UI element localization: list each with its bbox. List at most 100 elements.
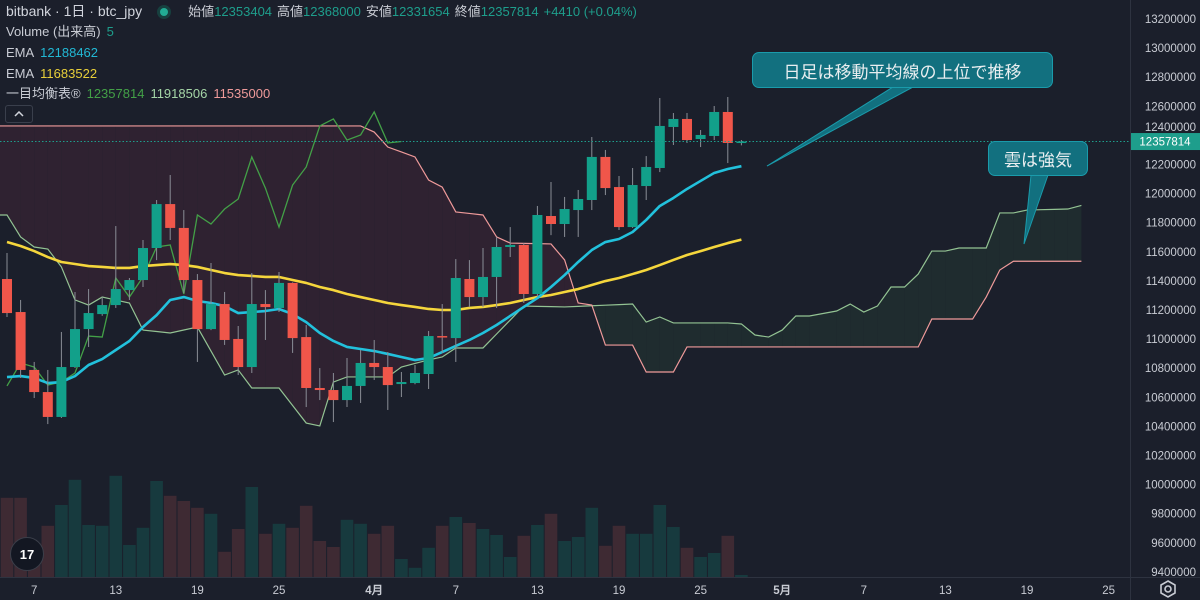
candle-body	[722, 111, 733, 143]
candle-body	[342, 385, 352, 401]
candle	[736, 140, 747, 146]
candle-body	[532, 214, 543, 294]
candle	[396, 371, 407, 398]
cloud-segment	[551, 243, 565, 307]
time-axis: 7 13 19 25 4月 7 13 19 25 5月 7 13 19 25	[31, 584, 1115, 597]
candle-body	[355, 362, 366, 386]
volume-bar	[245, 487, 259, 577]
collapse-legend-button[interactable]	[5, 105, 33, 123]
cloud-segment	[279, 125, 293, 406]
candle	[274, 272, 284, 313]
cloud-segment	[632, 304, 647, 372]
candle	[206, 263, 216, 331]
candle	[342, 358, 352, 408]
ichimoku-legend[interactable]: 一目均衡表® 12357814 11918506 11535000	[6, 86, 270, 102]
volume-bar	[395, 559, 408, 577]
tradingview-logo[interactable]: 17	[10, 537, 44, 571]
candle-body	[546, 216, 556, 225]
cloud-segment	[904, 274, 919, 347]
time-tick-label: 4月	[365, 584, 383, 597]
candle-body	[478, 276, 488, 298]
ohlc-values: 始値 12353404 高値 12368000 安値 12331654 終値 12357…	[188, 3, 637, 20]
cloud-segment	[755, 335, 769, 347]
volume-bar	[558, 541, 571, 577]
price-tick-label: 13000000	[1145, 43, 1196, 55]
candle-body	[192, 280, 203, 330]
cloud-segment	[741, 323, 755, 347]
volume-bar	[626, 533, 639, 577]
candle	[151, 200, 162, 261]
volume-bar	[259, 533, 272, 577]
cloud-segment	[1054, 209, 1068, 262]
chevron-up-icon	[14, 111, 24, 117]
candle	[614, 175, 624, 230]
time-tick-label: 13	[531, 585, 544, 597]
candle	[518, 243, 529, 304]
cloud-segment	[836, 304, 851, 347]
cloud-segment	[999, 212, 1014, 270]
candle	[600, 149, 611, 196]
candle	[709, 106, 720, 141]
candle-body	[206, 304, 216, 330]
volume-bar	[272, 523, 286, 577]
candle	[314, 368, 325, 401]
time-tick-label: 5月	[773, 584, 791, 597]
callout-pointer-ma	[766, 86, 914, 167]
candle-body	[518, 244, 529, 294]
candle	[695, 130, 706, 148]
candle	[559, 196, 570, 237]
price-tick-label: 9600000	[1151, 538, 1196, 550]
cloud-segment	[88, 125, 103, 306]
candle	[2, 252, 12, 317]
ema-long-legend[interactable]: EMA 11683522	[6, 66, 97, 82]
time-tick-label: 25	[1102, 585, 1115, 597]
candle	[668, 112, 679, 146]
ema-short-legend[interactable]: EMA 12188462	[6, 45, 98, 61]
volume-legend[interactable]: Volume (出来高) 5	[6, 24, 114, 40]
cloud-segment	[823, 311, 837, 347]
symbol-title[interactable]: bitbank · 1日 · btc_jpy	[6, 3, 143, 19]
symbol-legend[interactable]: bitbank · 1日 · btc_jpy 始値 12353404 高値 1236…	[6, 3, 637, 20]
settings-icon[interactable]	[1158, 579, 1178, 599]
price-tick-label: 10200000	[1145, 451, 1196, 463]
candle-body	[165, 204, 176, 228]
candle	[478, 248, 488, 308]
cloud-segment	[863, 306, 878, 347]
candle-body	[586, 156, 597, 201]
candle-body	[695, 134, 706, 140]
candle	[110, 226, 121, 308]
price-axis-panel[interactable]	[1130, 0, 1200, 577]
low-label: 安値	[365, 4, 392, 19]
candle-body	[56, 367, 67, 417]
candle-body	[246, 304, 257, 368]
price-tick-label: 12800000	[1145, 72, 1196, 84]
volume-label: Volume (出来高)	[6, 24, 101, 39]
cloud-segment	[1067, 205, 1082, 262]
candle-body	[559, 209, 570, 225]
volume-bar	[41, 525, 55, 577]
candle	[382, 352, 393, 410]
candle	[682, 112, 692, 143]
candle	[124, 277, 135, 300]
callout-ma-note[interactable]: 日足は移動平均線の上位で推移	[752, 52, 1053, 88]
volume-bar	[177, 501, 191, 577]
candle	[233, 326, 244, 376]
cloud-segment	[768, 330, 783, 347]
close-value: 12357814	[480, 4, 539, 19]
candle	[369, 339, 380, 380]
candle-body	[328, 390, 339, 401]
callout-cloud-note[interactable]: 雲は強気	[988, 141, 1088, 176]
time-axis-panel[interactable]	[0, 577, 1130, 600]
candle-body	[505, 244, 516, 247]
volume-bar	[517, 535, 531, 577]
price-tick-label: 9400000	[1151, 567, 1196, 579]
volume-bar	[544, 513, 558, 577]
cloud-segment	[850, 304, 864, 347]
cloud-segment	[782, 315, 796, 347]
cloud-segment	[75, 125, 89, 306]
volume-bar	[354, 523, 367, 577]
candle-body	[573, 198, 584, 211]
callout-ma-text: 日足は移動平均線の上位で推移	[783, 62, 1022, 82]
volume-bar	[463, 523, 476, 577]
